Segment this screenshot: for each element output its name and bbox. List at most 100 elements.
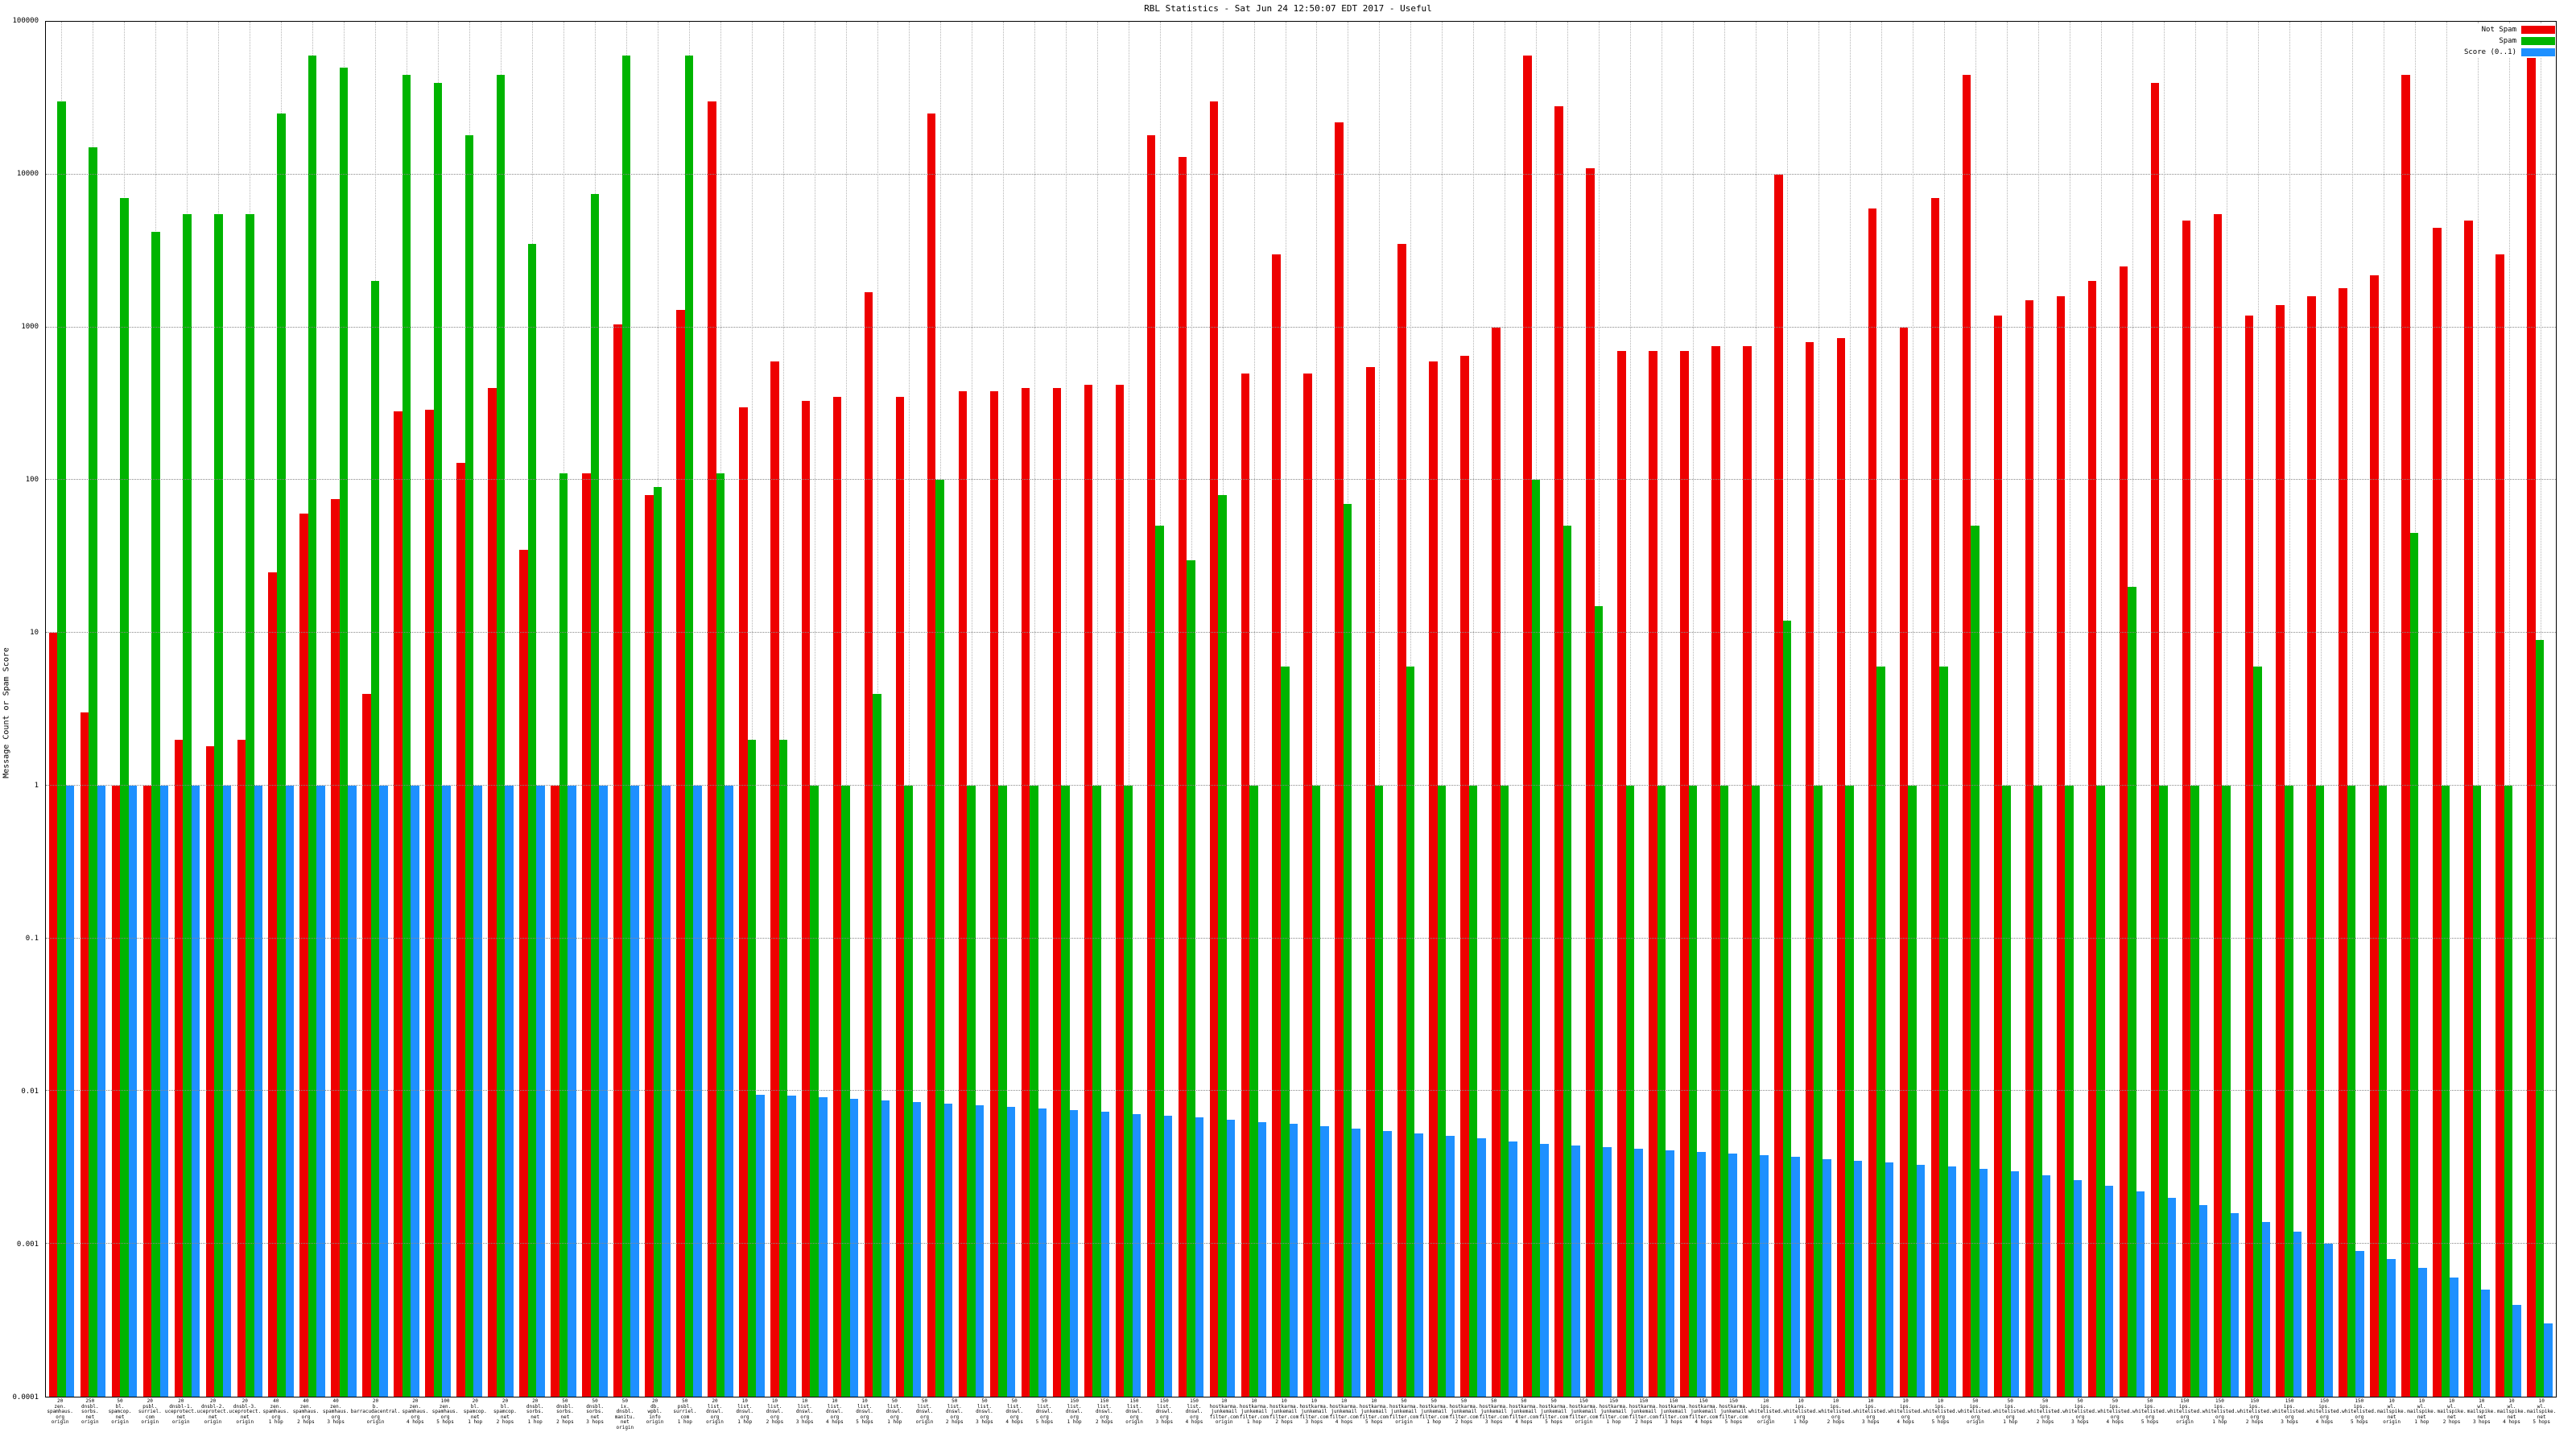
bar-not-spam bbox=[2339, 288, 2347, 1397]
bar-group bbox=[391, 22, 423, 1397]
bar-group bbox=[673, 22, 704, 1397]
bar-score-0-1 bbox=[1791, 1157, 1800, 1397]
bar-not-spam bbox=[1115, 385, 1125, 1397]
v-gridline bbox=[1002, 22, 1004, 1397]
bar-not-spam bbox=[1805, 341, 1814, 1397]
x-tick-label: 50 list. dnswl. org 1 hop bbox=[886, 1398, 904, 1425]
bar-group bbox=[454, 22, 485, 1397]
bar-not-spam bbox=[205, 746, 215, 1397]
bar-score-0-1 bbox=[1634, 1148, 1643, 1397]
v-gridline bbox=[2006, 22, 2008, 1397]
bar-spam bbox=[684, 56, 694, 1397]
x-tick-label: 150 ips. whitelisted. org 4 hops bbox=[2306, 1398, 2343, 1425]
bar-spam bbox=[1939, 667, 1948, 1397]
bar-not-spam bbox=[1052, 388, 1062, 1397]
y-tick-label: 10 bbox=[30, 629, 39, 637]
bar-score-0-1 bbox=[1947, 1166, 1957, 1397]
bar-score-0-1 bbox=[2010, 1170, 2020, 1397]
h-gridline bbox=[46, 632, 2556, 634]
bar-group bbox=[767, 22, 799, 1397]
bar-not-spam bbox=[958, 391, 968, 1397]
bar-not-spam bbox=[770, 361, 779, 1397]
bar-score-0-1 bbox=[1163, 1116, 1173, 1397]
bar-score-0-1 bbox=[1226, 1119, 1236, 1397]
bar-group bbox=[485, 22, 517, 1397]
x-tick-label: 150 hostkarma. junkemail filter.com 5 ho… bbox=[1719, 1398, 1748, 1425]
h-gridline bbox=[46, 937, 2556, 939]
bar-group bbox=[109, 22, 140, 1397]
bar-group bbox=[2336, 22, 2368, 1397]
bar-group bbox=[579, 22, 610, 1397]
x-tick-label: 10 wl. mailspike. net 5 hops bbox=[2527, 1398, 2557, 1425]
bar-score-0-1 bbox=[2418, 1267, 2427, 1397]
bar-spam bbox=[1218, 494, 1227, 1397]
bar-score-0-1 bbox=[1414, 1133, 1423, 1397]
x-tick-label: 20 dnsbl-2. uceprotect. net origin bbox=[196, 1398, 229, 1425]
bar-score-0-1 bbox=[2512, 1304, 2521, 1397]
bar-spam bbox=[747, 739, 757, 1397]
bar-spam bbox=[590, 193, 600, 1397]
bar-not-spam bbox=[237, 739, 246, 1397]
bar-spam bbox=[1406, 667, 1415, 1397]
x-tick-label: 50 ips. whitelisted. org 2 hops bbox=[2027, 1398, 2063, 1425]
bar-not-spam bbox=[1711, 346, 1720, 1397]
v-gridline bbox=[751, 22, 753, 1397]
x-tick-label: 10 ips. whitelisted. org 5 hops bbox=[1922, 1398, 1959, 1425]
x-tick-label: 10 wl. mailspike. net 1 hop bbox=[2407, 1398, 2437, 1425]
x-tick-label: 50 ips. whitelisted. org origin bbox=[1958, 1398, 1993, 1425]
x-tick-label: 50 bl. spamcop. net origin bbox=[108, 1398, 132, 1425]
bar-score-0-1 bbox=[1822, 1158, 1831, 1397]
bar-not-spam bbox=[1554, 105, 1563, 1397]
legend-item-score: Score (0..1) bbox=[2464, 48, 2555, 56]
bar-not-spam bbox=[1303, 373, 1312, 1397]
v-gridline bbox=[1724, 22, 1726, 1397]
bar-not-spam bbox=[1930, 198, 1940, 1397]
x-tick-label: 50 hostkarma. junkemail filter.com origi… bbox=[1389, 1398, 1419, 1425]
bar-not-spam bbox=[1836, 337, 1846, 1397]
bar-not-spam bbox=[2401, 74, 2410, 1397]
bar-group bbox=[140, 22, 171, 1397]
bar-not-spam bbox=[2464, 220, 2473, 1397]
x-tick-label: 150 ips. whitelisted. org origin bbox=[2167, 1398, 2202, 1425]
bar-spam bbox=[1531, 480, 1541, 1397]
x-tick-label: 50 hostkarma. junkemail filter.com 4 hop… bbox=[1509, 1398, 1538, 1425]
bar-spam bbox=[1971, 526, 1979, 1397]
v-gridline bbox=[1756, 22, 1757, 1397]
v-gridline bbox=[2320, 22, 2322, 1397]
bar-spam bbox=[308, 56, 317, 1397]
bar-not-spam bbox=[2056, 295, 2066, 1397]
bar-group bbox=[1018, 22, 1050, 1397]
x-tick-label: 40 zen. spamhaus. org 3 hops bbox=[322, 1398, 349, 1425]
x-tick-label: 150 list. dnswl. org 3 hops bbox=[1155, 1398, 1174, 1425]
v-gridline bbox=[1096, 22, 1098, 1397]
x-tick-label: 10 hostkarma. junkemail filter.com 2 hop… bbox=[1269, 1398, 1299, 1425]
bar-not-spam bbox=[2213, 214, 2223, 1397]
bar-group bbox=[1928, 22, 1959, 1397]
bar-spam bbox=[1594, 605, 1604, 1397]
x-tick-label: 10 ips. whitelisted. org origin bbox=[1748, 1398, 1784, 1425]
x-tick-label: 40 zen. spamhaus. org 2 hops bbox=[292, 1398, 320, 1425]
bar-group bbox=[830, 22, 861, 1397]
bar-group bbox=[1332, 22, 1364, 1397]
bar-group bbox=[1552, 22, 1583, 1397]
bar-group bbox=[2116, 22, 2148, 1397]
bar-not-spam bbox=[801, 400, 811, 1397]
bar-score-0-1 bbox=[2198, 1204, 2208, 1397]
bar-not-spam bbox=[1773, 174, 1783, 1397]
bar-group bbox=[266, 22, 297, 1397]
bar-spam bbox=[1563, 526, 1572, 1397]
bar-score-0-1 bbox=[881, 1100, 890, 1397]
bar-score-0-1 bbox=[1069, 1110, 1079, 1397]
y-tick-label: 100000 bbox=[12, 17, 39, 25]
bar-group bbox=[1645, 22, 1677, 1397]
x-tick-label: 150 hostkarma. junkemail filter.com 3 ho… bbox=[1658, 1398, 1689, 1425]
bar-score-0-1 bbox=[1132, 1113, 1141, 1397]
bar-not-spam bbox=[2182, 220, 2191, 1397]
bar-not-spam bbox=[1460, 356, 1469, 1397]
bar-spam bbox=[183, 214, 192, 1397]
v-gridline bbox=[2194, 22, 2196, 1397]
bar-score-0-1 bbox=[1979, 1168, 1988, 1397]
bar-not-spam bbox=[519, 549, 528, 1397]
x-tick-label: 150 hostkarma. junkemail filter.com 4 ho… bbox=[1689, 1398, 1719, 1425]
x-tick-label: 50 ips. whitelisted. org 1 hop bbox=[1992, 1398, 2028, 1425]
